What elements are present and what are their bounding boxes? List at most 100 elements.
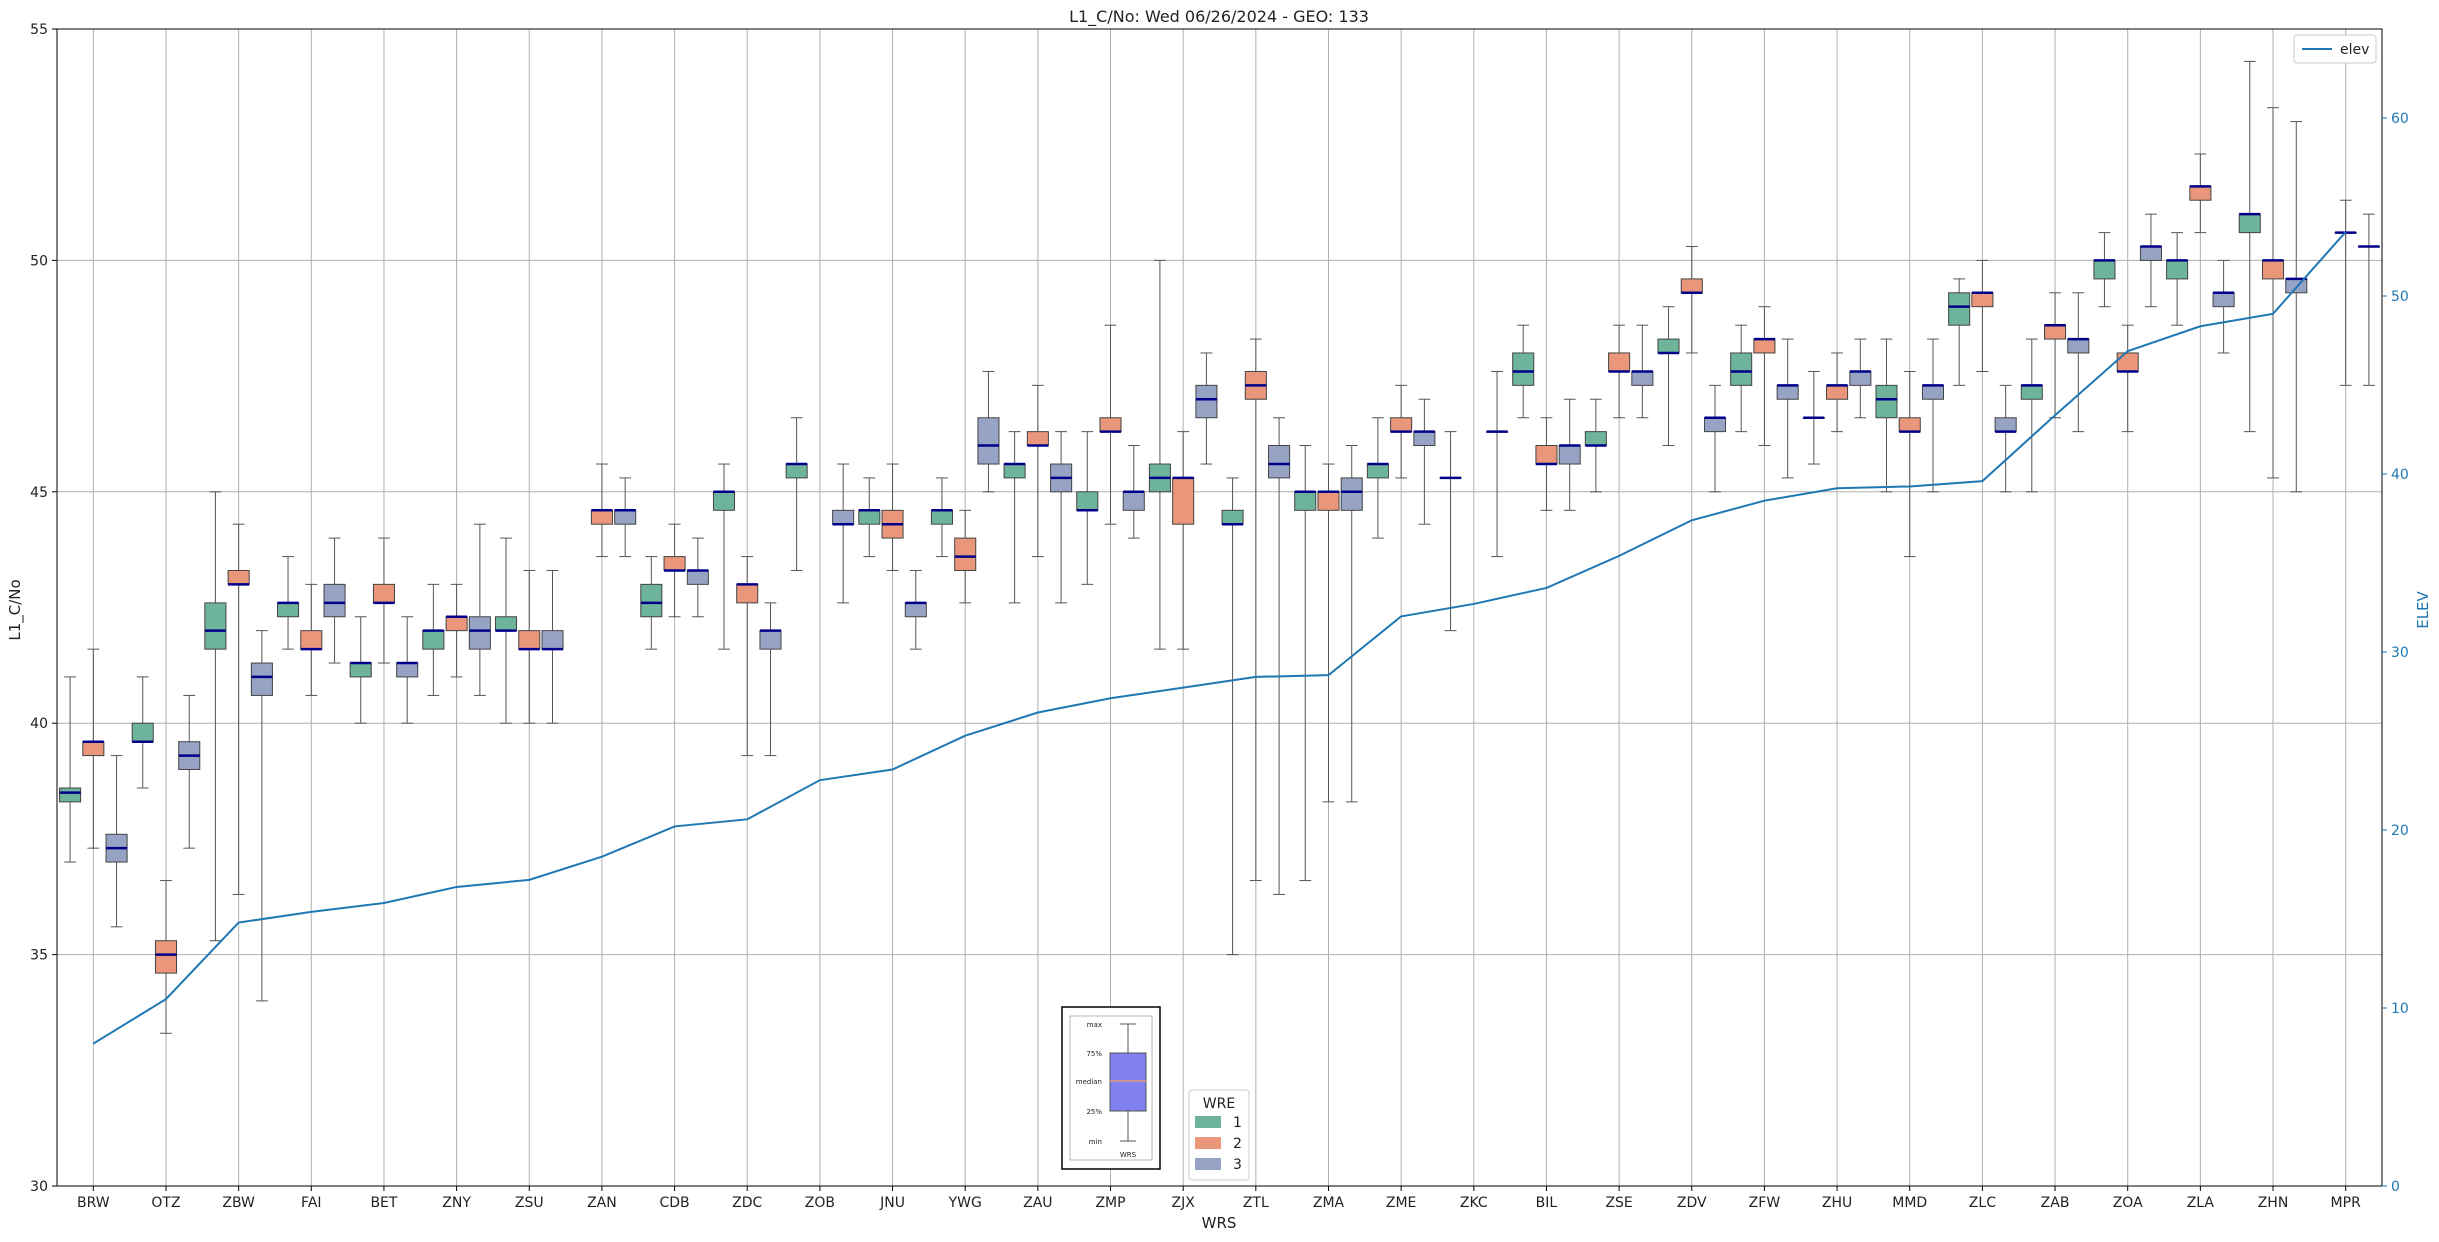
- box-JNU-wre-2: [881, 463, 904, 571]
- box-JNU-wre-3: [904, 569, 927, 650]
- box-body: [300, 630, 323, 650]
- box-ZMP-wre-2: [1099, 324, 1122, 525]
- box-body: [372, 583, 395, 604]
- box-BRW-wre-1: [59, 676, 82, 863]
- x-tick-label: ZOA: [2113, 1195, 2143, 1211]
- x-tick-label: ZTL: [1243, 1195, 1269, 1211]
- box-body: [2166, 259, 2189, 280]
- box-ZMP-wre-3: [1122, 445, 1145, 539]
- box-body: [1753, 338, 1776, 354]
- box-BIL-wre-1: [1512, 324, 1535, 419]
- box-body: [323, 583, 346, 618]
- box-body: [1994, 417, 2017, 433]
- box-body: [2212, 292, 2235, 308]
- x-tick-label: ZAB: [2041, 1195, 2070, 1211]
- box-ZNY-wre-1: [422, 583, 445, 696]
- box-body: [2139, 246, 2162, 261]
- box-body: [1172, 477, 1195, 525]
- box-ZAU-wre-3: [1050, 431, 1073, 604]
- box-body: [154, 940, 178, 974]
- box-ZME-wre-3: [1413, 398, 1436, 525]
- box-body: [2285, 278, 2308, 294]
- box-body: [1221, 509, 1244, 525]
- box-body: [858, 509, 881, 525]
- box-body: [2116, 352, 2139, 372]
- box-body: [518, 630, 541, 650]
- y2-tick-label: 50: [2391, 289, 2409, 305]
- wre-legend-label: 3: [1233, 1157, 1242, 1173]
- y-tick-label: 55: [30, 22, 48, 38]
- x-tick-label: ZNY: [442, 1195, 471, 1211]
- box-body: [1317, 491, 1340, 511]
- box-ZOA-wre-3: [2139, 213, 2162, 308]
- box-body: [1122, 491, 1145, 511]
- x-tick-label: BRW: [77, 1195, 110, 1211]
- box-body: [1849, 370, 1872, 386]
- box-body: [2044, 324, 2067, 340]
- x-tick-label: ZMP: [1095, 1195, 1125, 1211]
- box-ZAU-wre-2: [1026, 384, 1049, 558]
- box-ZDV-wre-3: [1703, 384, 1727, 493]
- wre-legend-label: 2: [1233, 1136, 1242, 1152]
- box-body: [977, 417, 1000, 465]
- box-FAI-wre-2: [300, 583, 323, 696]
- inset-label: 75%: [1086, 1050, 1102, 1058]
- wre-legend-title: WRE: [1203, 1096, 1235, 1112]
- x-tick-label: ZSE: [1605, 1195, 1632, 1211]
- inset-box-legend: max 75% median 25% min WRS: [1061, 1006, 1161, 1170]
- box-ZOB-wre-1: [785, 417, 808, 571]
- x-axis-label: WRS: [1202, 1214, 1237, 1232]
- box-ZLA-wre-1: [2166, 232, 2189, 326]
- elev-legend-frame: [2293, 34, 2377, 64]
- box-YWG-wre-1: [930, 477, 953, 558]
- box-body: [1340, 477, 1363, 511]
- wre-legend-swatch: [1195, 1158, 1221, 1170]
- box-body: [1631, 370, 1654, 386]
- plot-frame: [56, 28, 2383, 1187]
- inset-label: min: [1089, 1138, 1102, 1146]
- box-body: [494, 616, 518, 632]
- x-tick-label: YWG: [948, 1195, 982, 1211]
- box-body: [1512, 352, 1535, 386]
- x-tick-label: ZLC: [1969, 1195, 1996, 1211]
- elev-legend-label: elev: [2340, 42, 2369, 58]
- y2-tick-label: 40: [2391, 467, 2409, 483]
- box-YWG-wre-2: [954, 509, 977, 604]
- wre-legend-swatch: [1195, 1137, 1221, 1149]
- plot-area: 30 35 40 45 50 55 0 10 20 30 40 50 60 BRW OTZ ZBW FAI BET…: [30, 22, 2409, 1211]
- box-ZHN-wre-3: [2285, 121, 2308, 493]
- box-body: [2261, 259, 2285, 280]
- box-body: [663, 556, 686, 571]
- box-ZDV-wre-2: [1680, 246, 1703, 354]
- box-body: [904, 602, 927, 618]
- box-body: [59, 787, 82, 803]
- box-body: [686, 569, 709, 585]
- wre-legend: WRE 1 2 3: [1188, 1089, 1250, 1181]
- box-ZFW-wre-1: [1730, 324, 1753, 433]
- box-ZOB-wre-3: [832, 463, 855, 604]
- box-BIL-wre-3: [1558, 398, 1581, 511]
- box-ZLA-wre-2: [2189, 153, 2212, 234]
- box-body: [1948, 292, 1971, 326]
- box-body: [1730, 352, 1753, 386]
- box-body: [1099, 417, 1122, 433]
- box-body: [1558, 445, 1581, 465]
- box-ZKC-wre-3: [1486, 370, 1509, 558]
- box-ZDV-wre-1: [1657, 306, 1680, 447]
- box-body: [349, 662, 372, 678]
- inset-label: 25%: [1086, 1108, 1102, 1116]
- x-tick-label: MMD: [1892, 1195, 1927, 1211]
- y-axis-label: L1_C/No: [6, 579, 25, 640]
- y-tick-label: 50: [30, 253, 48, 269]
- x-tick-label: ZLA: [2187, 1195, 2215, 1211]
- box-ZNY-wre-2: [445, 583, 468, 678]
- box-ZSE-wre-3: [1631, 324, 1654, 419]
- box-ZHN-wre-2: [2261, 107, 2285, 479]
- box-body: [2189, 185, 2212, 201]
- box-MPR-wre-MPR-extra: [2334, 199, 2357, 386]
- box-ZMA-wre-2: [1317, 463, 1340, 803]
- chart-title: L1_C/No: Wed 06/26/2024 - GEO: 133: [1069, 7, 1369, 27]
- box-body: [227, 569, 250, 585]
- box-ZSU-wre-2: [518, 569, 541, 724]
